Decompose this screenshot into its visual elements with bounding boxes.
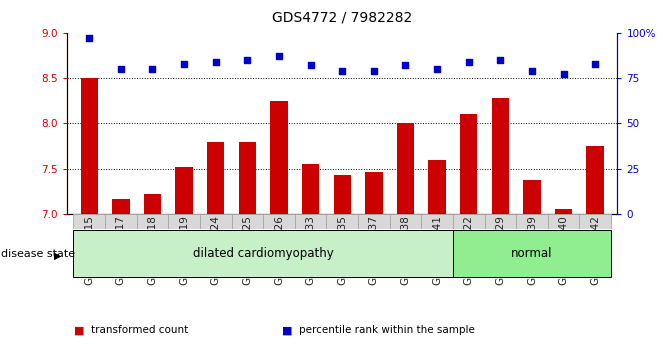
Bar xyxy=(326,214,358,229)
Point xyxy=(115,66,126,72)
Text: GSM1053941: GSM1053941 xyxy=(432,215,442,285)
Text: ▶: ▶ xyxy=(54,251,62,261)
Point xyxy=(84,35,95,41)
Bar xyxy=(579,214,611,229)
Point xyxy=(558,72,569,77)
Bar xyxy=(365,172,382,214)
Point xyxy=(337,68,348,74)
Bar xyxy=(263,214,295,229)
Point xyxy=(527,68,537,74)
Bar xyxy=(484,214,516,229)
Text: GDS4772 / 7982282: GDS4772 / 7982282 xyxy=(272,11,413,25)
Bar xyxy=(137,214,168,229)
Bar xyxy=(390,214,421,229)
Text: normal: normal xyxy=(511,246,553,260)
Bar xyxy=(168,214,200,229)
Bar xyxy=(397,123,414,214)
Text: GSM1053937: GSM1053937 xyxy=(369,215,379,285)
Bar xyxy=(231,214,263,229)
Point xyxy=(431,66,442,72)
Point xyxy=(274,53,285,59)
Bar xyxy=(295,214,326,229)
Bar xyxy=(421,214,453,229)
Bar xyxy=(200,214,231,229)
Bar xyxy=(421,214,453,229)
Text: dilated cardiomyopathy: dilated cardiomyopathy xyxy=(193,246,333,260)
Bar xyxy=(326,214,358,229)
Bar xyxy=(295,214,326,229)
Bar xyxy=(492,98,509,214)
Bar xyxy=(175,167,193,214)
Text: GSM1053925: GSM1053925 xyxy=(242,215,252,285)
Bar xyxy=(112,199,130,214)
Point xyxy=(590,61,601,66)
Bar xyxy=(302,164,319,214)
Text: GSM1053940: GSM1053940 xyxy=(558,215,568,285)
Bar xyxy=(358,214,390,229)
Bar xyxy=(516,214,548,229)
Text: disease state: disease state xyxy=(1,249,74,259)
Text: GSM1053915: GSM1053915 xyxy=(85,215,94,285)
Bar xyxy=(586,146,604,214)
Bar xyxy=(144,194,161,214)
Bar xyxy=(231,214,263,229)
Text: GSM1053926: GSM1053926 xyxy=(274,215,284,285)
Bar xyxy=(73,230,453,277)
Bar xyxy=(168,214,200,229)
Bar xyxy=(548,214,579,229)
Bar xyxy=(137,214,168,229)
Bar xyxy=(484,214,516,229)
Text: GSM1053933: GSM1053933 xyxy=(305,215,315,285)
Text: GSM1053922: GSM1053922 xyxy=(464,215,474,285)
Bar xyxy=(548,214,579,229)
Point xyxy=(242,57,253,63)
Point xyxy=(495,57,506,63)
Bar xyxy=(200,214,231,229)
Point xyxy=(147,66,158,72)
Point xyxy=(305,62,316,68)
Bar xyxy=(516,214,548,229)
Text: ■: ■ xyxy=(74,325,85,335)
Bar xyxy=(358,214,390,229)
Text: transformed count: transformed count xyxy=(91,325,188,335)
Bar xyxy=(270,101,288,214)
Text: GSM1053939: GSM1053939 xyxy=(527,215,537,285)
Bar xyxy=(453,214,484,229)
Bar xyxy=(523,180,541,214)
Point xyxy=(400,62,411,68)
Bar xyxy=(460,114,477,214)
Bar xyxy=(239,142,256,214)
Text: GSM1053918: GSM1053918 xyxy=(148,215,158,285)
Bar xyxy=(453,230,611,277)
Text: GSM1053935: GSM1053935 xyxy=(338,215,347,285)
Point xyxy=(178,61,189,66)
Bar xyxy=(555,209,572,214)
Bar xyxy=(453,214,484,229)
Text: percentile rank within the sample: percentile rank within the sample xyxy=(299,325,474,335)
Text: GSM1053919: GSM1053919 xyxy=(179,215,189,285)
Bar xyxy=(105,214,137,229)
Point xyxy=(210,59,221,65)
Bar xyxy=(428,160,446,214)
Point xyxy=(464,59,474,65)
Bar xyxy=(73,214,105,229)
Text: GSM1053938: GSM1053938 xyxy=(401,215,411,285)
Point xyxy=(368,68,379,74)
Text: GSM1053924: GSM1053924 xyxy=(211,215,221,285)
Bar xyxy=(207,142,224,214)
Bar xyxy=(579,214,611,229)
Text: GSM1053942: GSM1053942 xyxy=(590,215,600,285)
Text: GSM1053929: GSM1053929 xyxy=(495,215,505,285)
Bar xyxy=(81,78,98,214)
Text: GSM1053917: GSM1053917 xyxy=(116,215,126,285)
Bar xyxy=(73,214,105,229)
Bar xyxy=(263,214,295,229)
Text: ■: ■ xyxy=(282,325,293,335)
Bar xyxy=(390,214,421,229)
Bar xyxy=(333,175,351,214)
Bar xyxy=(105,214,137,229)
